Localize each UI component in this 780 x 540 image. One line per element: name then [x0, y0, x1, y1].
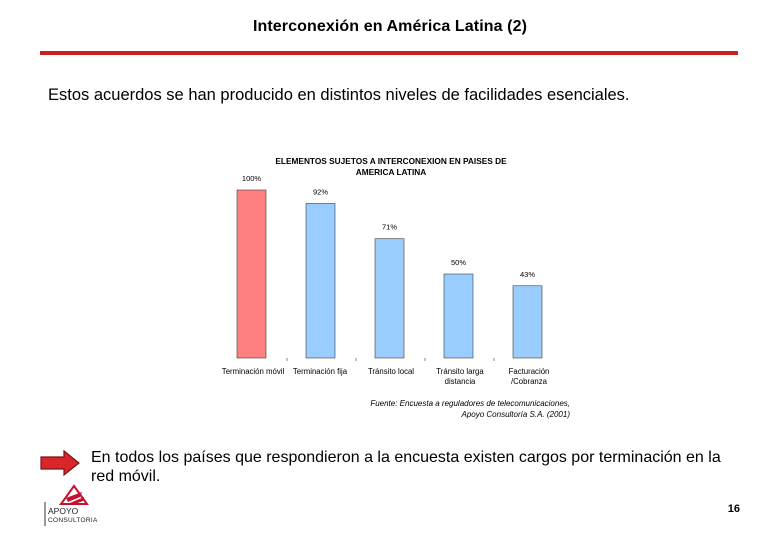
bar [443, 273, 474, 359]
page-number: 16 [727, 503, 740, 515]
category-label: Tránsito larga [436, 367, 484, 376]
chart-title-line: ELEMENTOS SUJETOS A INTERCONEXION EN PAI… [275, 156, 507, 166]
category-label: Terminación fija [293, 367, 348, 376]
slide-subtitle: Estos acuerdos se han producido en disti… [48, 86, 630, 104]
slide-note: En todos los países que respondieron a l… [91, 449, 721, 485]
category-label: Tránsito local [368, 367, 414, 376]
bar [374, 238, 405, 359]
value-label: 100% [242, 174, 262, 183]
value-label: 50% [451, 258, 466, 267]
category-label: Facturación [509, 367, 550, 376]
chart-source-line: Apoyo Consultoría S.A. (2001) [461, 410, 570, 419]
slide-title: Interconexión en América Latina (2) [252, 18, 528, 35]
value-label: 43% [520, 270, 535, 279]
value-label: 92% [313, 187, 328, 196]
chart-source: Fuente: Encuesta a reguladores de teleco… [300, 398, 570, 420]
apoyo-logo: APOYO CONSULTORIA [42, 484, 122, 530]
bar [512, 285, 543, 359]
value-label: 71% [382, 223, 397, 232]
title-divider [40, 51, 738, 55]
chart-source-line: Fuente: Encuesta a reguladores de teleco… [370, 399, 570, 408]
chart-title-line: AMERICA LATINA [356, 167, 427, 177]
bar [236, 189, 267, 359]
category-label: /Cobranza [511, 377, 548, 386]
category-label: Terminación móvil [222, 367, 285, 376]
apoyo-logo-icon: APOYO CONSULTORIA [44, 484, 98, 526]
logo-line2: CONSULTORIA [48, 517, 98, 524]
right-arrow-icon [40, 450, 80, 476]
bar [305, 203, 336, 359]
category-label: distancia [445, 377, 476, 386]
logo-line1: APOYO [48, 506, 79, 516]
